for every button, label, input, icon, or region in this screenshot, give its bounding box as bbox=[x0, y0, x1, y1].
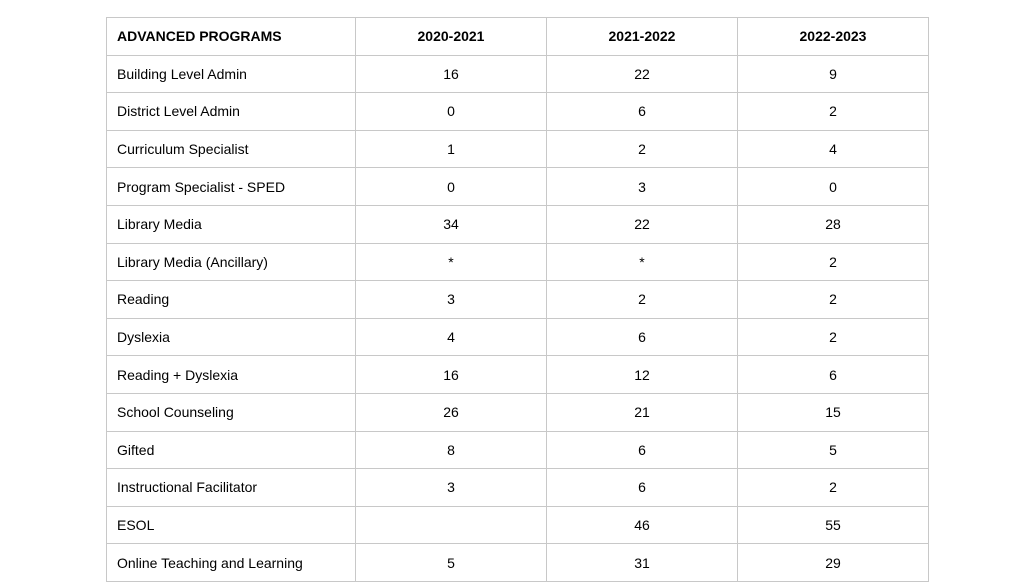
count-cell: 22 bbox=[546, 54, 738, 94]
count-cell: * bbox=[355, 242, 547, 282]
count-cell: 28 bbox=[737, 204, 929, 244]
count-cell: * bbox=[546, 242, 738, 282]
program-name-cell: Program Specialist - SPED bbox=[106, 167, 356, 206]
table-row: Reading + Dyslexia 16 12 6 bbox=[106, 355, 929, 394]
count-cell: 46 bbox=[546, 505, 738, 545]
count-cell: 1 bbox=[355, 129, 547, 169]
count-cell: 2 bbox=[737, 242, 929, 282]
count-cell: 8 bbox=[355, 430, 547, 470]
header-2020-2021: 2020-2021 bbox=[355, 17, 547, 56]
table-row: Online Teaching and Learning 5 31 29 bbox=[106, 543, 929, 582]
count-cell: 6 bbox=[546, 317, 738, 357]
count-cell: 0 bbox=[355, 92, 547, 131]
table-row: Building Level Admin 16 22 9 bbox=[106, 54, 929, 94]
program-name-cell: Building Level Admin bbox=[106, 54, 356, 94]
header-2022-2023: 2022-2023 bbox=[737, 17, 929, 56]
count-cell: 2 bbox=[546, 280, 738, 319]
programs-table-container: ADVANCED PROGRAMS 2020-2021 2021-2022 20… bbox=[106, 17, 929, 582]
count-cell: 3 bbox=[355, 280, 547, 319]
program-name-cell: Library Media (Ancillary) bbox=[106, 242, 356, 282]
table-row: Gifted 8 6 5 bbox=[106, 430, 929, 470]
program-name-cell: Reading + Dyslexia bbox=[106, 355, 356, 394]
table-header-row: ADVANCED PROGRAMS 2020-2021 2021-2022 20… bbox=[106, 17, 929, 56]
count-cell: 55 bbox=[737, 505, 929, 545]
table-row: Library Media 34 22 28 bbox=[106, 204, 929, 244]
count-cell: 5 bbox=[355, 543, 547, 582]
count-cell: 34 bbox=[355, 204, 547, 244]
count-cell: 2 bbox=[737, 317, 929, 357]
table-row: Instructional Facilitator 3 6 2 bbox=[106, 468, 929, 507]
table-row: Program Specialist - SPED 0 3 0 bbox=[106, 167, 929, 206]
count-cell: 6 bbox=[546, 468, 738, 507]
count-cell: 4 bbox=[737, 129, 929, 169]
count-cell: 0 bbox=[737, 167, 929, 206]
count-cell: 9 bbox=[737, 54, 929, 94]
program-name-cell: Gifted bbox=[106, 430, 356, 470]
count-cell: 5 bbox=[737, 430, 929, 470]
header-2021-2022: 2021-2022 bbox=[546, 17, 738, 56]
table-row: Dyslexia 4 6 2 bbox=[106, 317, 929, 357]
program-name-cell: Library Media bbox=[106, 204, 356, 244]
table-row: Curriculum Specialist 1 2 4 bbox=[106, 129, 929, 169]
advanced-programs-table: ADVANCED PROGRAMS 2020-2021 2021-2022 20… bbox=[106, 17, 929, 582]
table-row: Reading 3 2 2 bbox=[106, 280, 929, 319]
count-cell: 3 bbox=[355, 468, 547, 507]
count-cell: 4 bbox=[355, 317, 547, 357]
count-cell: 6 bbox=[546, 92, 738, 131]
count-cell: 12 bbox=[546, 355, 738, 394]
count-cell: 2 bbox=[737, 468, 929, 507]
header-program: ADVANCED PROGRAMS bbox=[106, 17, 356, 56]
count-cell: 2 bbox=[737, 280, 929, 319]
program-name-cell: Instructional Facilitator bbox=[106, 468, 356, 507]
count-cell: 6 bbox=[546, 430, 738, 470]
count-cell: 6 bbox=[737, 355, 929, 394]
count-cell: 2 bbox=[737, 92, 929, 131]
count-cell: 22 bbox=[546, 204, 738, 244]
count-cell: 21 bbox=[546, 392, 738, 432]
count-cell: 3 bbox=[546, 167, 738, 206]
table-row: Library Media (Ancillary) * * 2 bbox=[106, 242, 929, 282]
count-cell bbox=[355, 505, 547, 545]
program-name-cell: Curriculum Specialist bbox=[106, 129, 356, 169]
program-name-cell: Reading bbox=[106, 280, 356, 319]
count-cell: 15 bbox=[737, 392, 929, 432]
count-cell: 26 bbox=[355, 392, 547, 432]
count-cell: 16 bbox=[355, 54, 547, 94]
table-row: ESOL 46 55 bbox=[106, 505, 929, 545]
table-row: District Level Admin 0 6 2 bbox=[106, 92, 929, 131]
count-cell: 16 bbox=[355, 355, 547, 394]
program-name-cell: Online Teaching and Learning bbox=[106, 543, 356, 582]
table-body: Building Level Admin 16 22 9 District Level … bbox=[106, 54, 929, 582]
count-cell: 2 bbox=[546, 129, 738, 169]
program-name-cell: Dyslexia bbox=[106, 317, 356, 357]
program-name-cell: School Counseling bbox=[106, 392, 356, 432]
program-name-cell: District Level Admin bbox=[106, 92, 356, 131]
table-row: School Counseling 26 21 15 bbox=[106, 392, 929, 432]
program-name-cell: ESOL bbox=[106, 505, 356, 545]
count-cell: 0 bbox=[355, 167, 547, 206]
